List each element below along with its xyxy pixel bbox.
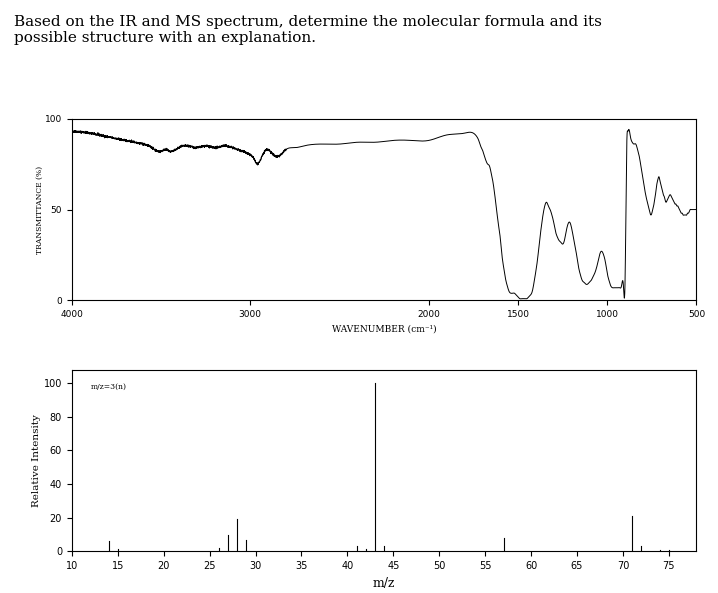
Text: m/z=3(n): m/z=3(n) [90,382,126,390]
Y-axis label: Relative Intensity: Relative Intensity [32,414,41,507]
X-axis label: WAVENUMBER (cm⁻¹): WAVENUMBER (cm⁻¹) [332,325,437,334]
Y-axis label: TRANSMITTANCE (%): TRANSMITTANCE (%) [35,165,43,254]
X-axis label: m/z: m/z [373,577,396,590]
Text: Based on the IR and MS spectrum, determine the molecular formula and its
possibl: Based on the IR and MS spectrum, determi… [14,15,602,45]
